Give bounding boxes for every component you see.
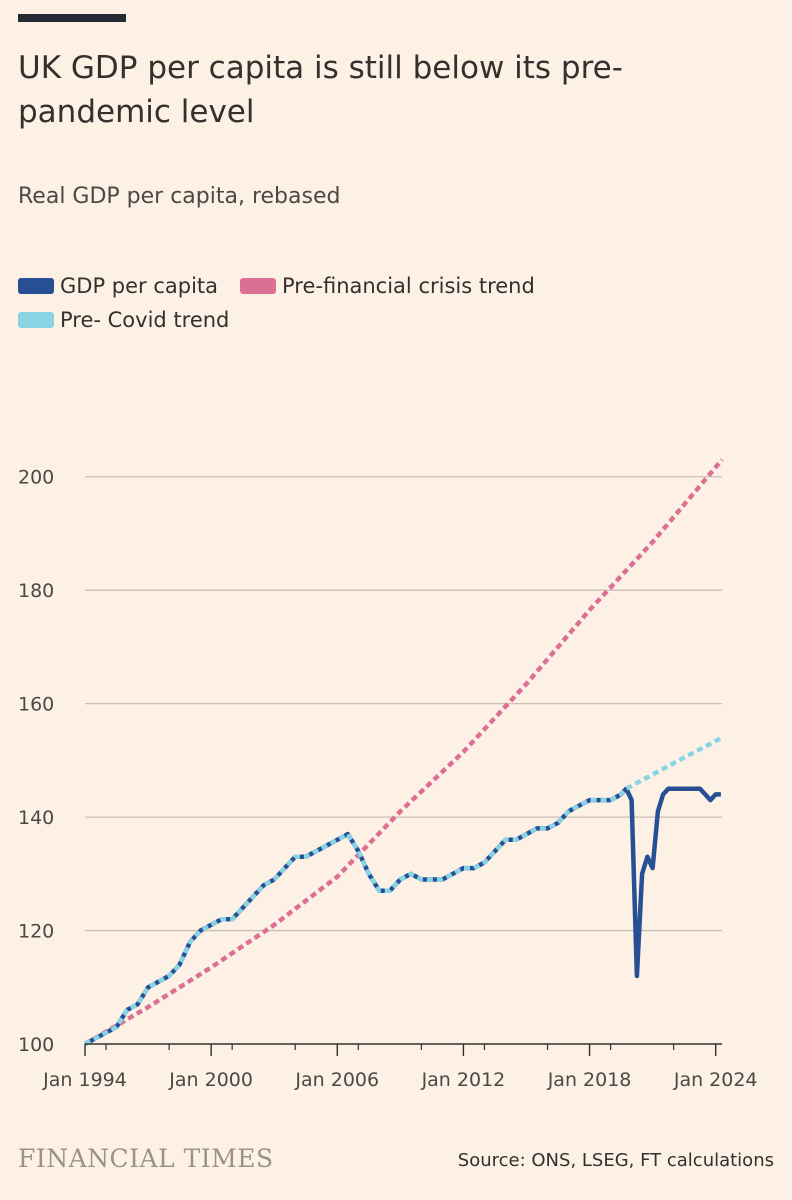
legend-item-pre-covid: Pre- Covid trend [18,308,229,332]
x-tick-label-2018: Jan 2018 [547,1069,632,1091]
ft-brand: FINANCIAL TIMES [18,1144,274,1173]
legend-item-gdp: GDP per capita [18,274,218,298]
y-tick-label-180: 180 [18,580,54,602]
x-tick-label-2024: Jan 2024 [673,1069,758,1091]
legend-label-pre-covid: Pre- Covid trend [60,308,230,332]
y-tick-label-100: 100 [18,1034,54,1056]
legend-label-pre-financial: Pre-financial crisis trend [282,274,535,298]
x-tick-label-2006: Jan 2006 [294,1069,379,1091]
axis-layer: 100 120 140 160 180 200 Jan 1994 Jan 2000 Jan 20… [18,467,758,1091]
y-tick-label-140: 140 [18,807,54,829]
legend-item-pre-financial: Pre-financial crisis trend [240,274,535,298]
chart-title: UK GDP per capita is still below its pre… [18,50,623,130]
grid-layer [85,476,722,932]
series-layer [83,458,724,1046]
ft-header-bar [18,14,126,22]
source-note: Source: ONS, LSEG, FT calculations [457,1150,774,1171]
legend-swatch-pre-covid [18,312,54,328]
legend-swatch-pre-financial [240,278,276,294]
series-line-gdp-per-capita [83,786,721,1046]
legend-swatch-gdp [18,278,54,294]
chart-subtitle: Real GDP per capita, rebased [18,184,341,209]
series-line-pre-financial-trend [83,458,724,1046]
x-tick-label-2000: Jan 2000 [168,1069,253,1091]
series-line-pre-covid-trend [83,735,724,1046]
y-tick-label-120: 120 [18,921,54,943]
x-tick-label-2012: Jan 2012 [421,1069,506,1091]
legend-label-gdp: GDP per capita [60,274,219,298]
x-tick-label-1994: Jan 1994 [42,1069,127,1091]
y-tick-label-160: 160 [18,694,54,716]
y-tick-label-200: 200 [18,467,54,489]
